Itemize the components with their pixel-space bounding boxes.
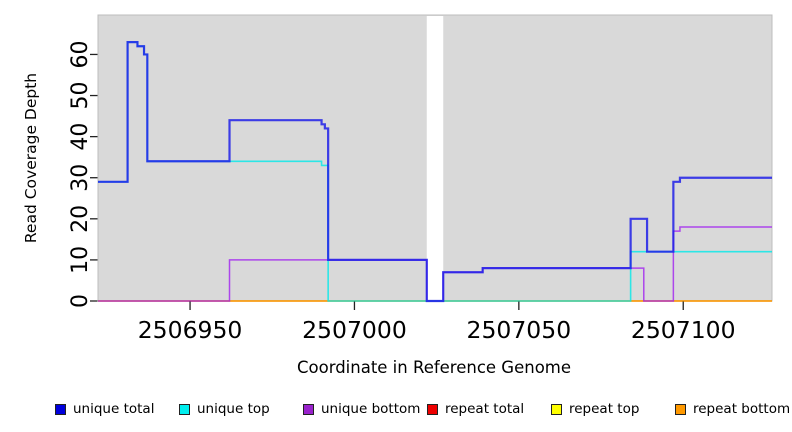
legend-item-unique-bottom: unique bottom [303, 399, 420, 419]
series-unique-total [98, 41, 772, 303]
legend-swatch-icon [427, 403, 438, 415]
x-tick-label: 2507100 [631, 316, 736, 344]
legend-label: unique total [73, 401, 155, 417]
legend-swatch-icon [55, 403, 66, 415]
legend-item-unique-total: unique total [55, 399, 154, 419]
legend: unique total unique top unique bottom repea… [0, 399, 792, 423]
x-tick-label: 2506950 [138, 316, 243, 344]
y-tick-label: 50 [68, 82, 93, 110]
y-tick-label: 10 [68, 246, 93, 274]
legend-item-unique-top: unique top [179, 399, 270, 419]
y-tick-label: 40 [68, 123, 93, 151]
legend-swatch-icon [179, 403, 190, 415]
y-tick-label: 30 [68, 164, 93, 192]
legend-item-repeat-top: repeat top [551, 399, 639, 419]
y-tick-label: 60 [68, 40, 93, 68]
x-tick-label: 2507000 [302, 316, 407, 344]
y-axis-title: Read Coverage Depth [22, 72, 40, 244]
legend-item-repeat-total: repeat total [427, 399, 524, 419]
legend-swatch-icon [675, 403, 686, 415]
legend-item-repeat-bottom: repeat bottom [675, 399, 790, 419]
legend-label: repeat total [445, 401, 525, 417]
legend-label: repeat top [569, 401, 640, 417]
y-tick-label: 20 [68, 205, 93, 233]
x-axis-title: Coordinate in Reference Genome [296, 358, 572, 377]
legend-swatch-icon [551, 403, 562, 415]
legend-label: repeat bottom [693, 401, 791, 417]
no-data-gap-band [426, 16, 444, 301]
legend-label: unique bottom [321, 401, 421, 417]
x-tick-label: 2507050 [467, 316, 572, 344]
legend-label: unique top [197, 401, 270, 417]
y-tick-label: 0 [68, 294, 93, 308]
legend-swatch-icon [303, 403, 314, 415]
